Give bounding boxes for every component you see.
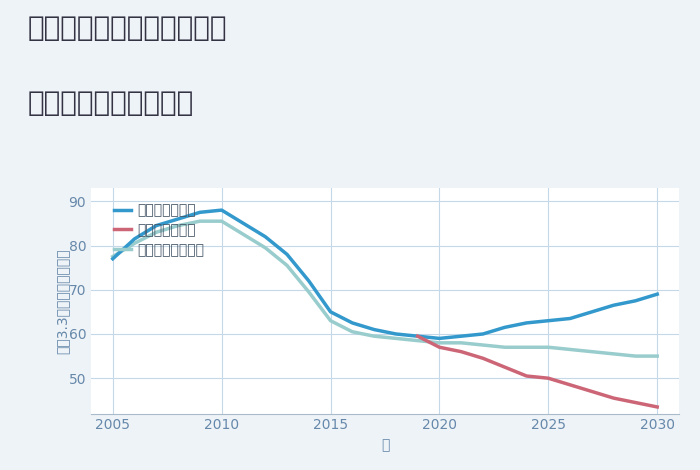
グッドシナリオ <box>283 251 291 257</box>
グッドシナリオ <box>152 223 160 228</box>
バッドシナリオ <box>631 400 640 405</box>
ノーマルシナリオ <box>174 223 182 228</box>
グッドシナリオ <box>370 327 378 332</box>
ノーマルシナリオ <box>653 353 662 359</box>
ノーマルシナリオ <box>588 349 596 354</box>
グッドシナリオ <box>218 207 226 213</box>
Text: 中古戸建ての価格推移: 中古戸建ての価格推移 <box>28 89 195 118</box>
ノーマルシナリオ <box>370 333 378 339</box>
Line: グッドシナリオ: グッドシナリオ <box>113 210 657 338</box>
グッドシナリオ <box>435 336 444 341</box>
バッドシナリオ <box>435 345 444 350</box>
ノーマルシナリオ <box>108 254 117 259</box>
バッドシナリオ <box>522 373 531 379</box>
バッドシナリオ <box>544 376 552 381</box>
グッドシナリオ <box>304 278 313 284</box>
Line: バッドシナリオ: バッドシナリオ <box>418 336 657 407</box>
グッドシナリオ <box>457 333 466 339</box>
ノーマルシナリオ <box>435 340 444 345</box>
グッドシナリオ <box>500 324 509 330</box>
ノーマルシナリオ <box>544 345 552 350</box>
グッドシナリオ <box>130 236 139 242</box>
ノーマルシナリオ <box>152 229 160 235</box>
ノーマルシナリオ <box>414 338 422 344</box>
バッドシナリオ <box>479 355 487 361</box>
バッドシナリオ <box>610 395 618 401</box>
ノーマルシナリオ <box>283 263 291 268</box>
ノーマルシナリオ <box>239 232 248 237</box>
バッドシナリオ <box>457 349 466 354</box>
ノーマルシナリオ <box>196 219 204 224</box>
ノーマルシナリオ <box>610 351 618 357</box>
グッドシナリオ <box>239 220 248 226</box>
グッドシナリオ <box>631 298 640 304</box>
Y-axis label: 坪（3.3㎡）単価（万円）: 坪（3.3㎡）単価（万円） <box>56 248 70 353</box>
グッドシナリオ <box>544 318 552 323</box>
グッドシナリオ <box>326 309 335 315</box>
ノーマルシナリオ <box>261 245 270 251</box>
バッドシナリオ <box>414 333 422 339</box>
グッドシナリオ <box>261 234 270 240</box>
グッドシナリオ <box>653 291 662 297</box>
ノーマルシナリオ <box>566 347 574 352</box>
ノーマルシナリオ <box>500 345 509 350</box>
バッドシナリオ <box>653 404 662 410</box>
Line: ノーマルシナリオ: ノーマルシナリオ <box>113 221 657 356</box>
ノーマルシナリオ <box>304 289 313 295</box>
ノーマルシナリオ <box>522 345 531 350</box>
グッドシナリオ <box>108 256 117 262</box>
ノーマルシナリオ <box>392 336 400 341</box>
ノーマルシナリオ <box>326 318 335 323</box>
バッドシナリオ <box>588 389 596 394</box>
グッドシナリオ <box>588 309 596 315</box>
ノーマルシナリオ <box>457 340 466 345</box>
ノーマルシナリオ <box>218 219 226 224</box>
ノーマルシナリオ <box>631 353 640 359</box>
Legend: グッドシナリオ, バッドシナリオ, ノーマルシナリオ: グッドシナリオ, バッドシナリオ, ノーマルシナリオ <box>110 199 209 261</box>
グッドシナリオ <box>414 333 422 339</box>
グッドシナリオ <box>174 216 182 222</box>
Text: 三重県桑名市多度町多度の: 三重県桑名市多度町多度の <box>28 14 228 42</box>
グッドシナリオ <box>479 331 487 337</box>
グッドシナリオ <box>348 320 356 326</box>
バッドシナリオ <box>500 364 509 370</box>
バッドシナリオ <box>566 382 574 388</box>
ノーマルシナリオ <box>130 241 139 246</box>
グッドシナリオ <box>566 316 574 321</box>
グッドシナリオ <box>522 320 531 326</box>
ノーマルシナリオ <box>479 342 487 348</box>
グッドシナリオ <box>196 210 204 215</box>
X-axis label: 年: 年 <box>381 438 389 452</box>
グッドシナリオ <box>392 331 400 337</box>
ノーマルシナリオ <box>348 329 356 335</box>
グッドシナリオ <box>610 302 618 308</box>
